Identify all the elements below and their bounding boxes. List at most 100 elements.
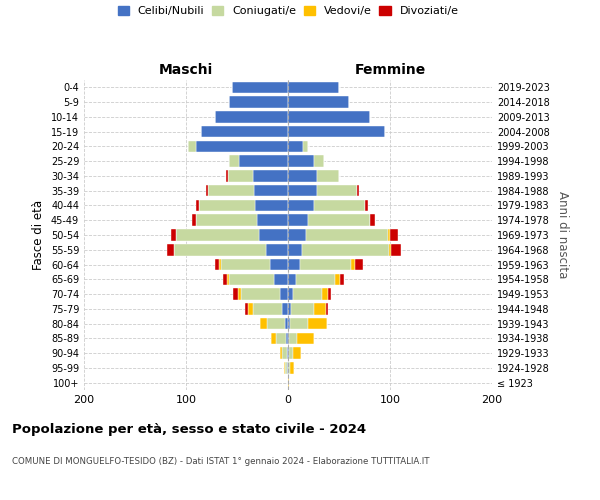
- Bar: [280, 288, 288, 300]
- Bar: [370, 214, 375, 226]
- Bar: [206, 185, 208, 196]
- Bar: [218, 259, 221, 270]
- Text: Femmine: Femmine: [355, 63, 425, 77]
- Bar: [288, 274, 296, 285]
- Bar: [223, 274, 227, 285]
- Bar: [271, 332, 276, 344]
- Bar: [285, 318, 288, 330]
- Y-axis label: Anni di nascita: Anni di nascita: [556, 192, 569, 278]
- Bar: [256, 200, 288, 211]
- Bar: [293, 288, 322, 300]
- Bar: [259, 229, 288, 241]
- Bar: [288, 96, 349, 108]
- Bar: [388, 229, 390, 241]
- Y-axis label: Fasce di età: Fasce di età: [32, 200, 45, 270]
- Text: Maschi: Maschi: [159, 63, 213, 77]
- Bar: [288, 377, 289, 388]
- Bar: [326, 303, 328, 314]
- Bar: [286, 332, 288, 344]
- Bar: [288, 244, 302, 256]
- Bar: [335, 274, 340, 285]
- Bar: [288, 140, 304, 152]
- Bar: [317, 170, 339, 181]
- Legend: Celibi/Nubili, Coniugati/e, Vedovi/e, Divoziati/e: Celibi/Nubili, Coniugati/e, Vedovi/e, Di…: [118, 6, 458, 16]
- Bar: [287, 348, 288, 359]
- Bar: [288, 185, 317, 196]
- Bar: [208, 185, 254, 196]
- Bar: [289, 332, 297, 344]
- Bar: [288, 126, 385, 138]
- Bar: [196, 140, 288, 152]
- Bar: [284, 362, 285, 374]
- Bar: [269, 259, 288, 270]
- Bar: [229, 274, 274, 285]
- Bar: [253, 170, 288, 181]
- Bar: [239, 156, 288, 167]
- Bar: [287, 362, 288, 374]
- Bar: [288, 362, 290, 374]
- Bar: [257, 214, 288, 226]
- Bar: [314, 156, 324, 167]
- Bar: [288, 348, 289, 359]
- Bar: [167, 244, 174, 256]
- Bar: [282, 348, 287, 359]
- Bar: [308, 318, 327, 330]
- Bar: [288, 156, 314, 167]
- Bar: [229, 96, 288, 108]
- Bar: [288, 82, 339, 93]
- Bar: [171, 229, 176, 241]
- Bar: [266, 318, 285, 330]
- Bar: [288, 288, 293, 300]
- Bar: [389, 244, 391, 256]
- Bar: [293, 348, 301, 359]
- Bar: [289, 348, 293, 359]
- Bar: [276, 332, 286, 344]
- Bar: [282, 303, 288, 314]
- Bar: [266, 244, 288, 256]
- Bar: [241, 288, 280, 300]
- Bar: [288, 332, 289, 344]
- Bar: [192, 214, 196, 226]
- Bar: [288, 111, 370, 122]
- Bar: [221, 259, 269, 270]
- Bar: [248, 303, 253, 314]
- Bar: [174, 244, 266, 256]
- Bar: [355, 259, 364, 270]
- Bar: [288, 303, 291, 314]
- Bar: [285, 362, 287, 374]
- Bar: [288, 170, 317, 181]
- Bar: [391, 244, 401, 256]
- Text: COMUNE DI MONGUELFO-TESIDO (BZ) - Dati ISTAT 1° gennaio 2024 - Elaborazione TUTT: COMUNE DI MONGUELFO-TESIDO (BZ) - Dati I…: [12, 458, 430, 466]
- Bar: [317, 185, 358, 196]
- Bar: [314, 200, 365, 211]
- Bar: [358, 185, 359, 196]
- Bar: [280, 348, 282, 359]
- Bar: [390, 229, 398, 241]
- Bar: [215, 259, 218, 270]
- Bar: [340, 274, 344, 285]
- Bar: [288, 259, 300, 270]
- Bar: [188, 140, 196, 152]
- Bar: [308, 214, 370, 226]
- Bar: [227, 274, 229, 285]
- Bar: [228, 170, 253, 181]
- Bar: [291, 303, 314, 314]
- Bar: [226, 170, 228, 181]
- Bar: [288, 214, 308, 226]
- Bar: [232, 82, 288, 93]
- Bar: [202, 126, 288, 138]
- Bar: [229, 156, 239, 167]
- Bar: [300, 259, 351, 270]
- Bar: [297, 332, 314, 344]
- Bar: [307, 229, 388, 241]
- Text: Popolazione per età, sesso e stato civile - 2024: Popolazione per età, sesso e stato civil…: [12, 422, 366, 436]
- Bar: [215, 111, 288, 122]
- Bar: [304, 140, 308, 152]
- Bar: [288, 318, 290, 330]
- Bar: [351, 259, 355, 270]
- Bar: [253, 303, 282, 314]
- Bar: [274, 274, 288, 285]
- Bar: [196, 200, 199, 211]
- Bar: [290, 362, 294, 374]
- Bar: [254, 185, 288, 196]
